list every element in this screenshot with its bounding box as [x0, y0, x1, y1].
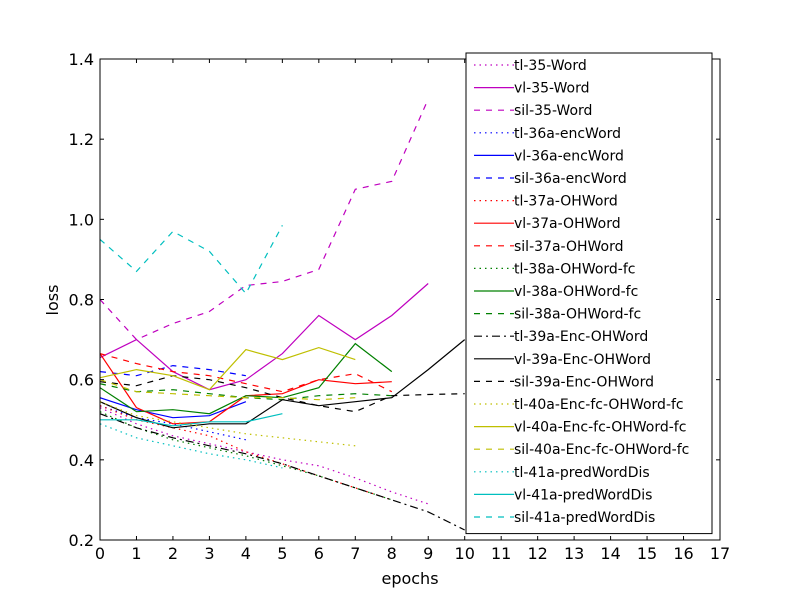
series-line-vl-39a-Enc-OHWord [100, 339, 466, 429]
y-tick-label: 0.2 [69, 531, 94, 550]
x-tick-label: 6 [314, 544, 324, 563]
x-tick-label: 4 [241, 544, 251, 563]
x-tick-label: 0 [95, 544, 105, 563]
y-tick-label: 1.4 [69, 50, 94, 69]
legend-label: tl-40a-Enc-fc-OHWord-fc [514, 397, 684, 413]
x-tick-label: 5 [277, 544, 287, 563]
x-tick-label: 11 [491, 544, 511, 563]
legend: tl-35-Word vl-35-Word sil-35-Word tl-36a-en… [465, 52, 713, 535]
y-tick-label: 0.4 [69, 451, 94, 470]
series-line-tl-40a-Enc-fc-OHWord-fc [100, 401, 356, 447]
series-line-sil-35-Word [100, 98, 429, 341]
series-line-sil-37a-OHWord [100, 353, 393, 393]
legend-label: sil-39a-Enc-OHWord [514, 374, 654, 390]
x-tick-label: 9 [423, 544, 433, 563]
legend-label: vl-40a-Enc-fc-OHWord-fc [514, 420, 686, 436]
series-line-vl-35-Word [100, 283, 429, 391]
series-line-vl-40a-Enc-fc-OHWord-fc [100, 346, 356, 391]
x-tick-label: 12 [527, 544, 547, 563]
legend-label: vl-36a-encWord [514, 148, 624, 164]
y-axis-ticks: 0.2 0.4 0.6 0.8 1.0 1.2 1.4 [69, 50, 720, 550]
x-tick-label: 1 [131, 544, 141, 563]
series-line-sil-36a-encWord [100, 364, 246, 377]
legend-label: tl-41a-predWordDis [514, 465, 650, 481]
x-tick-label: 3 [204, 544, 214, 563]
x-axis-label: epochs [381, 569, 438, 588]
legend-label: sil-41a-predWordDis [514, 510, 655, 526]
legend-label: vl-38a-OHWord-fc [514, 284, 638, 300]
x-tick-label: 13 [564, 544, 584, 563]
x-tick-label: 15 [637, 544, 657, 563]
legend-label: tl-39a-Enc-OHWord [514, 329, 648, 345]
y-tick-label: 1.2 [69, 130, 94, 149]
series-line-tl-35-Word [100, 407, 429, 505]
legend-label: tl-36a-encWord [514, 126, 621, 142]
legend-label: vl-39a-Enc-OHWord [514, 352, 651, 368]
series-line-sil-39a-Enc-OHWord [100, 375, 465, 413]
x-tick-label: 2 [168, 544, 178, 563]
legend-label: tl-38a-OHWord-fc [514, 261, 635, 277]
x-tick-label: 7 [350, 544, 360, 563]
series-line-vl-36a-encWord [100, 397, 247, 419]
series-line-vl-41a-predWordDis [100, 413, 283, 427]
x-tick-label: 8 [387, 544, 397, 563]
legend-label: sil-36a-encWord [514, 171, 627, 187]
x-axis-ticks: 0 1 2 3 4 5 6 7 8 9 10 11 12 13 14 15 16 17 [95, 59, 730, 563]
y-tick-label: 1.0 [69, 210, 94, 229]
x-tick-label: 14 [600, 544, 620, 563]
legend-label: tl-37a-OHWord [514, 194, 618, 210]
x-tick-label: 16 [673, 544, 693, 563]
legend-label: vl-37a-OHWord [514, 216, 621, 232]
y-tick-label: 0.8 [69, 291, 94, 310]
legend-label: tl-35-Word [514, 58, 587, 74]
legend-label: sil-40a-Enc-fc-OHWord-fc [514, 442, 689, 458]
x-tick-label: 17 [710, 544, 730, 563]
series-line-sil-41a-predWordDis [100, 225, 283, 295]
series-line-vl-38a-OHWord-fc [100, 342, 393, 415]
y-tick-label: 0.6 [69, 371, 94, 390]
legend-label: sil-37a-OHWord [514, 239, 624, 255]
legend-label: vl-35-Word [514, 81, 590, 97]
y-axis-label: loss [43, 285, 62, 316]
legend-label: sil-35-Word [514, 103, 592, 119]
x-tick-label: 10 [455, 544, 475, 563]
series-layer [100, 98, 466, 531]
legend-label: sil-38a-OHWord-fc [514, 307, 641, 323]
legend-label: vl-41a-predWordDis [514, 487, 652, 503]
